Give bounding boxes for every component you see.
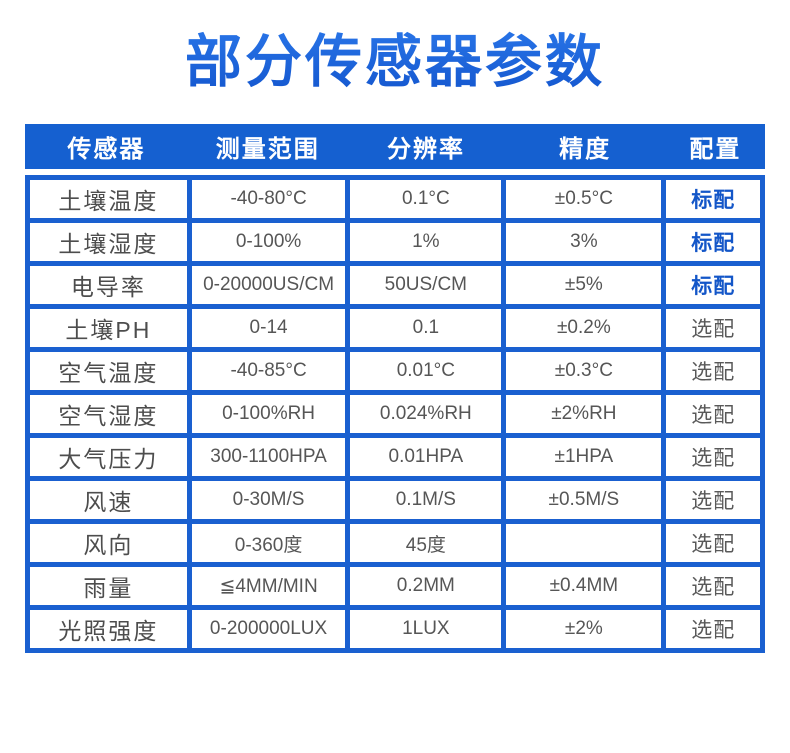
cell-config: 选配 [661,347,765,395]
spec-table-body: 土壤温度 -40-80°C 0.1°C ±0.5°C 标配 土壤湿度 0-100… [25,175,765,653]
column-header-config: 配置 [689,136,742,163]
table-row: 风速 0-30M/S 0.1M/S ±0.5M/S 选配 [25,476,765,524]
cell-accuracy: ±1HPA [501,433,667,481]
cell-resolution: 50US/CM [345,261,507,309]
table-row: 空气湿度 0-100%RH 0.024%RH ±2%RH 选配 [25,390,765,438]
cell-measure-range: 0-100% [186,218,351,266]
cell-accuracy: ±0.4MM [501,562,667,610]
cell-measure-range: 0-360度 [186,519,351,567]
cell-config: 选配 [661,304,765,352]
cell-measure-range: 0-20000US/CM [186,261,351,309]
cell-sensor-name: 雨量 [25,562,192,610]
cell-sensor-name: 大气压力 [25,433,192,481]
cell-sensor-name: 电导率 [25,261,192,309]
table-row: 土壤湿度 0-100% 1% 3% 标配 [25,218,765,266]
cell-accuracy [501,519,667,567]
table-row: 土壤温度 -40-80°C 0.1°C ±0.5°C 标配 [25,175,765,223]
cell-config: 标配 [661,175,765,223]
cell-resolution: 0.1M/S [345,476,507,524]
cell-sensor-name: 风速 [25,476,192,524]
cell-config: 选配 [661,390,765,438]
cell-measure-range: ≦4MM/MIN [186,562,351,610]
cell-resolution: 0.2MM [345,562,507,610]
cell-measure-range: 300-1100HPA [186,433,351,481]
column-header-accuracy: 精度 [559,136,612,163]
table-row: 土壤PH 0-14 0.1 ±0.2% 选配 [25,304,765,352]
cell-resolution: 0.1 [345,304,507,352]
column-header-sensor: 传感器 [67,136,146,163]
cell-resolution: 1LUX [345,605,507,653]
table-row: 电导率 0-20000US/CM 50US/CM ±5% 标配 [25,261,765,309]
cell-measure-range: -40-80°C [186,175,351,223]
page-title: 部分传感器参数 [0,0,790,98]
cell-sensor-name: 土壤温度 [25,175,192,223]
cell-config: 选配 [661,433,765,481]
table-row: 光照强度 0-200000LUX 1LUX ±2% 选配 [25,605,765,653]
cell-accuracy: ±0.5°C [501,175,667,223]
cell-resolution: 0.024%RH [345,390,507,438]
cell-accuracy: ±5% [501,261,667,309]
cell-measure-range: 0-14 [186,304,351,352]
cell-config: 标配 [661,218,765,266]
spec-table: 传感器 测量范围 分辨率 精度 配置 土壤温度 -40-80°C 0.1°C ±… [25,124,765,653]
cell-config: 选配 [661,562,765,610]
cell-accuracy: 3% [501,218,667,266]
cell-accuracy: ±0.2% [501,304,667,352]
cell-measure-range: 0-200000LUX [186,605,351,653]
cell-accuracy: ±0.3°C [501,347,667,395]
cell-resolution: 1% [345,218,507,266]
table-row: 雨量 ≦4MM/MIN 0.2MM ±0.4MM 选配 [25,562,765,610]
cell-measure-range: 0-30M/S [186,476,351,524]
column-header-resolution: 分辨率 [387,136,466,163]
cell-resolution: 45度 [345,519,507,567]
table-row: 大气压力 300-1100HPA 0.01HPA ±1HPA 选配 [25,433,765,481]
cell-sensor-name: 风向 [25,519,192,567]
cell-accuracy: ±0.5M/S [501,476,667,524]
cell-sensor-name: 光照强度 [25,605,192,653]
cell-config: 标配 [661,261,765,309]
cell-accuracy: ±2%RH [501,390,667,438]
cell-sensor-name: 土壤PH [25,304,192,352]
cell-accuracy: ±2% [501,605,667,653]
cell-measure-range: 0-100%RH [186,390,351,438]
table-row: 空气温度 -40-85°C 0.01°C ±0.3°C 选配 [25,347,765,395]
cell-sensor-name: 土壤湿度 [25,218,192,266]
column-header-range: 测量范围 [215,136,320,163]
cell-sensor-name: 空气温度 [25,347,192,395]
cell-config: 选配 [661,605,765,653]
cell-measure-range: -40-85°C [186,347,351,395]
cell-resolution: 0.1°C [345,175,507,223]
cell-sensor-name: 空气湿度 [25,390,192,438]
cell-resolution: 0.01°C [345,347,507,395]
table-header-row: 传感器 测量范围 分辨率 精度 配置 [25,124,765,169]
cell-config: 选配 [661,476,765,524]
cell-resolution: 0.01HPA [345,433,507,481]
table-row: 风向 0-360度 45度 选配 [25,519,765,567]
cell-config: 选配 [661,519,765,567]
